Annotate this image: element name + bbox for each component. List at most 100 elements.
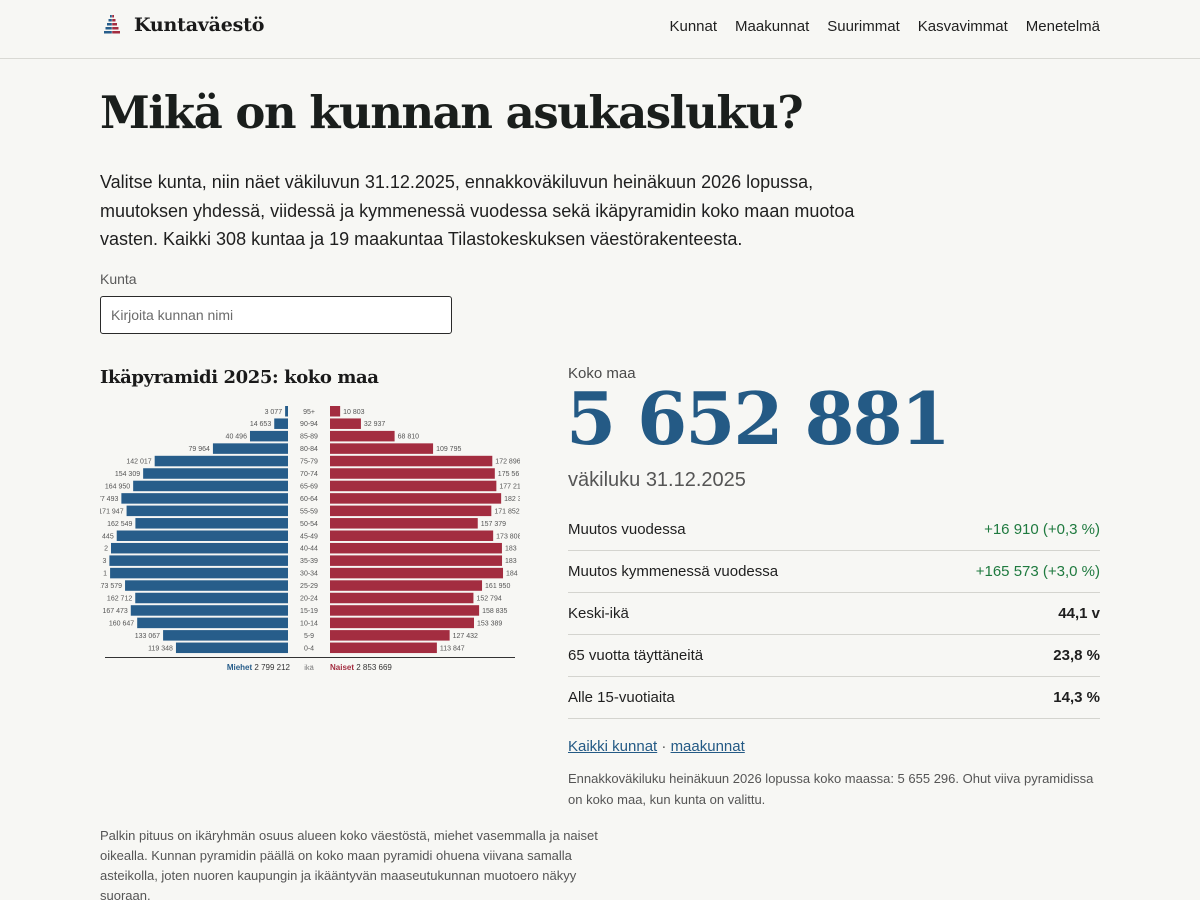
male-legend-label: Miehet <box>227 663 253 672</box>
stat-value: 14,3 % <box>1053 689 1100 706</box>
stat-label: Keski-ikä <box>568 605 629 622</box>
age-group-label: 25-29 <box>300 583 318 590</box>
male-bar <box>175 642 288 654</box>
population-value: 5 652 881 <box>566 376 951 461</box>
pyramid-title: Ikäpyramidi 2025: koko maa <box>100 367 379 388</box>
age-group-label: 20-24 <box>300 596 318 603</box>
male-legend-total: 2 799 212 <box>254 663 290 672</box>
male-value-label: 1 <box>103 571 107 578</box>
female-value-label: 68 810 <box>398 434 420 441</box>
female-value-label: 158 835 <box>482 608 507 615</box>
age-group-label: 15-19 <box>300 608 318 615</box>
male-value-label: 160 647 <box>109 620 134 627</box>
female-bar <box>330 592 474 604</box>
age-group-label: 80-84 <box>300 446 318 453</box>
male-bar <box>130 605 288 616</box>
male-value-label: 2 445 <box>100 533 114 540</box>
all-municipalities-link[interactable]: Kaikki kunnat <box>568 738 658 755</box>
age-group-label: 40-44 <box>300 546 318 553</box>
nav-link-kunnat[interactable]: Kunnat <box>669 18 718 35</box>
male-value-label: 133 067 <box>135 633 160 640</box>
female-value-label: 183 <box>505 546 517 553</box>
female-value-label: 10 803 <box>343 409 365 416</box>
stat-label: Muutos kymmenessä vuodessa <box>568 563 779 580</box>
age-group-label: 65-69 <box>300 483 318 490</box>
pyramid-explanation: Palkin pituus on ikäryhmän osuus alueen … <box>100 828 598 900</box>
page-title: Mikä on kunnan asukasluku? <box>100 86 804 139</box>
population-caption: väkiluku 31.12.2025 <box>568 469 746 491</box>
male-value-label: 154 309 <box>115 471 140 478</box>
male-bar <box>143 468 288 479</box>
male-bar <box>109 555 288 566</box>
stat-label: 65 vuotta täyttäneitä <box>568 647 704 664</box>
female-bar <box>330 530 494 541</box>
male-value-label: 142 017 <box>126 459 151 466</box>
male-value-label: 3 <box>102 558 106 565</box>
male-value-label: 40 496 <box>226 434 248 441</box>
age-group-label: 95+ <box>303 409 315 416</box>
male-value-label: 173 579 <box>100 583 122 590</box>
municipality-search-input[interactable] <box>100 296 452 334</box>
male-bar <box>133 480 288 492</box>
nav-link-menetelma[interactable]: Menetelmä <box>1025 18 1100 35</box>
stat-row: Keski-ikä 44,1 v <box>568 593 1100 635</box>
stat-label: Muutos vuodessa <box>568 521 686 538</box>
stat-row: 65 vuotta täyttäneitä 23,8 % <box>568 635 1100 677</box>
age-pyramid-chart: 3 077 10 803 95+ 14 653 32 937 90-94 40 496 68 … <box>100 406 520 672</box>
age-group-label: 45-49 <box>300 533 318 540</box>
stat-value: +165 573 (+3,0 %) <box>975 563 1100 580</box>
female-bar <box>330 542 502 554</box>
age-group-label: 30-34 <box>300 571 318 578</box>
male-bar <box>212 443 288 454</box>
female-legend: Naiset 2 853 669 <box>330 663 392 672</box>
female-value-label: 182 3 <box>504 496 520 503</box>
male-bar <box>137 617 288 629</box>
stat-value: 44,1 v <box>1058 605 1100 622</box>
age-axis-label: ikä <box>304 663 314 672</box>
age-group-label: 75-79 <box>300 459 318 466</box>
female-value-label: 175 56 <box>498 471 520 478</box>
male-bar <box>135 592 288 604</box>
female-value-label: 152 794 <box>476 596 501 603</box>
stats-table: Muutos vuodessa +16 910 (+0,3 %) Muutos ky… <box>568 509 1100 719</box>
male-bar <box>110 567 288 579</box>
nav-link-kasvavimmat[interactable]: Kasvavimmat <box>917 18 1008 35</box>
female-value-label: 184 <box>506 571 518 578</box>
female-value-label: 109 795 <box>436 446 461 453</box>
intro-text: Valitse kunta, niin näet väkiluvun 31.12… <box>100 172 855 249</box>
male-value-label: 171 947 <box>100 508 124 515</box>
age-group-label: 85-89 <box>300 434 318 441</box>
female-bar <box>330 555 503 566</box>
female-bar <box>330 480 497 492</box>
stat-row: Muutos vuodessa +16 910 (+0,3 %) <box>568 509 1100 551</box>
stat-value: +16 910 (+0,3 %) <box>984 521 1100 538</box>
male-bar <box>135 518 288 529</box>
nav-link-suurimmat[interactable]: Suurimmat <box>827 18 900 35</box>
female-value-label: 161 950 <box>485 583 510 590</box>
female-value-label: 177 21 <box>499 483 520 490</box>
female-value-label: 113 847 <box>440 645 465 652</box>
brand-link[interactable]: Kuntaväestö <box>102 14 264 36</box>
male-bar <box>126 505 288 517</box>
female-bar <box>330 505 492 517</box>
male-value-label: 162 712 <box>107 596 132 603</box>
female-value-label: 173 808 <box>496 533 520 540</box>
female-value-label: 183 <box>505 558 517 565</box>
nav-link-maakunnat[interactable]: Maakunnat <box>735 18 810 35</box>
age-group-label: 50-54 <box>300 521 318 528</box>
stat-value: 23,8 % <box>1053 647 1100 664</box>
male-bar <box>163 630 288 641</box>
age-group-label: 35-39 <box>300 558 318 565</box>
age-group-label: 10-14 <box>300 620 318 627</box>
pyramid-logo-icon <box>104 15 120 34</box>
female-bar <box>330 430 395 442</box>
male-value-label: 79 964 <box>189 446 211 453</box>
female-bar <box>330 567 504 579</box>
male-value-label: 2 <box>104 546 108 553</box>
female-bar <box>330 406 341 417</box>
female-value-label: 172 896 <box>495 459 520 466</box>
male-value-label: 119 348 <box>148 645 173 652</box>
regions-link[interactable]: maakunnat <box>670 738 745 755</box>
female-bar <box>330 605 480 616</box>
female-value-label: 171 852 <box>494 508 519 515</box>
